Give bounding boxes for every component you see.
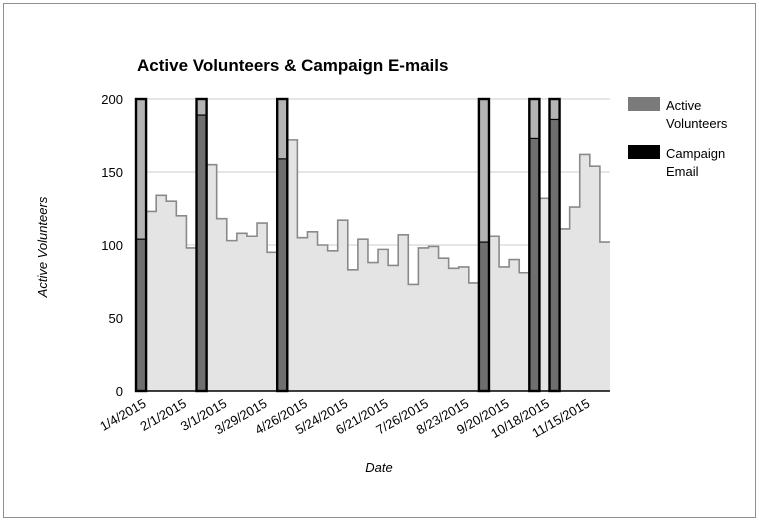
legend-label-campaign-email: Campaign Email <box>666 146 725 179</box>
legend-swatch-active-volunteers <box>628 97 660 111</box>
chart-title: Active Volunteers & Campaign E-mails <box>137 56 448 75</box>
legend-label-line: Active <box>666 98 701 113</box>
email-bar-volunteer-34 <box>478 242 489 391</box>
chart-svg: 0 50 100 150 200 1/4/20152/1/20153/1/20153/2… <box>35 56 728 475</box>
x-axis-label: Date <box>365 460 392 475</box>
email-bar-volunteer-41 <box>549 119 560 391</box>
legend: Active Volunteers Campaign Email <box>628 97 728 179</box>
email-bar-volunteer-6 <box>196 115 207 391</box>
y-tick-label-0: 0 <box>116 384 123 399</box>
y-tick-label-200: 200 <box>101 92 123 107</box>
email-bar-volunteer-39 <box>529 138 540 391</box>
email-bar-volunteer-0 <box>136 239 147 391</box>
email-bar-volunteer-14 <box>277 158 288 391</box>
y-tick-label-150: 150 <box>101 165 123 180</box>
y-tick-labels: 0 50 100 150 200 <box>101 92 123 399</box>
legend-label-active-volunteers: Active Volunteers <box>666 98 728 131</box>
legend-label-line: Email <box>666 164 699 179</box>
y-tick-label-100: 100 <box>101 238 123 253</box>
x-tick-labels: 1/4/20152/1/20153/1/20153/29/20154/26/20… <box>97 396 592 442</box>
legend-label-line: Campaign <box>666 146 725 161</box>
volunteers-area <box>136 115 610 391</box>
chart-frame: 0 50 100 150 200 1/4/2015 2/1/2015 3/1/2015 3/2… <box>3 3 756 518</box>
y-tick-label-50: 50 <box>109 311 123 326</box>
legend-swatch-campaign-email <box>628 145 660 159</box>
legend-label-line: Volunteers <box>666 116 728 131</box>
y-axis-label: Active Volunteers <box>35 196 50 298</box>
